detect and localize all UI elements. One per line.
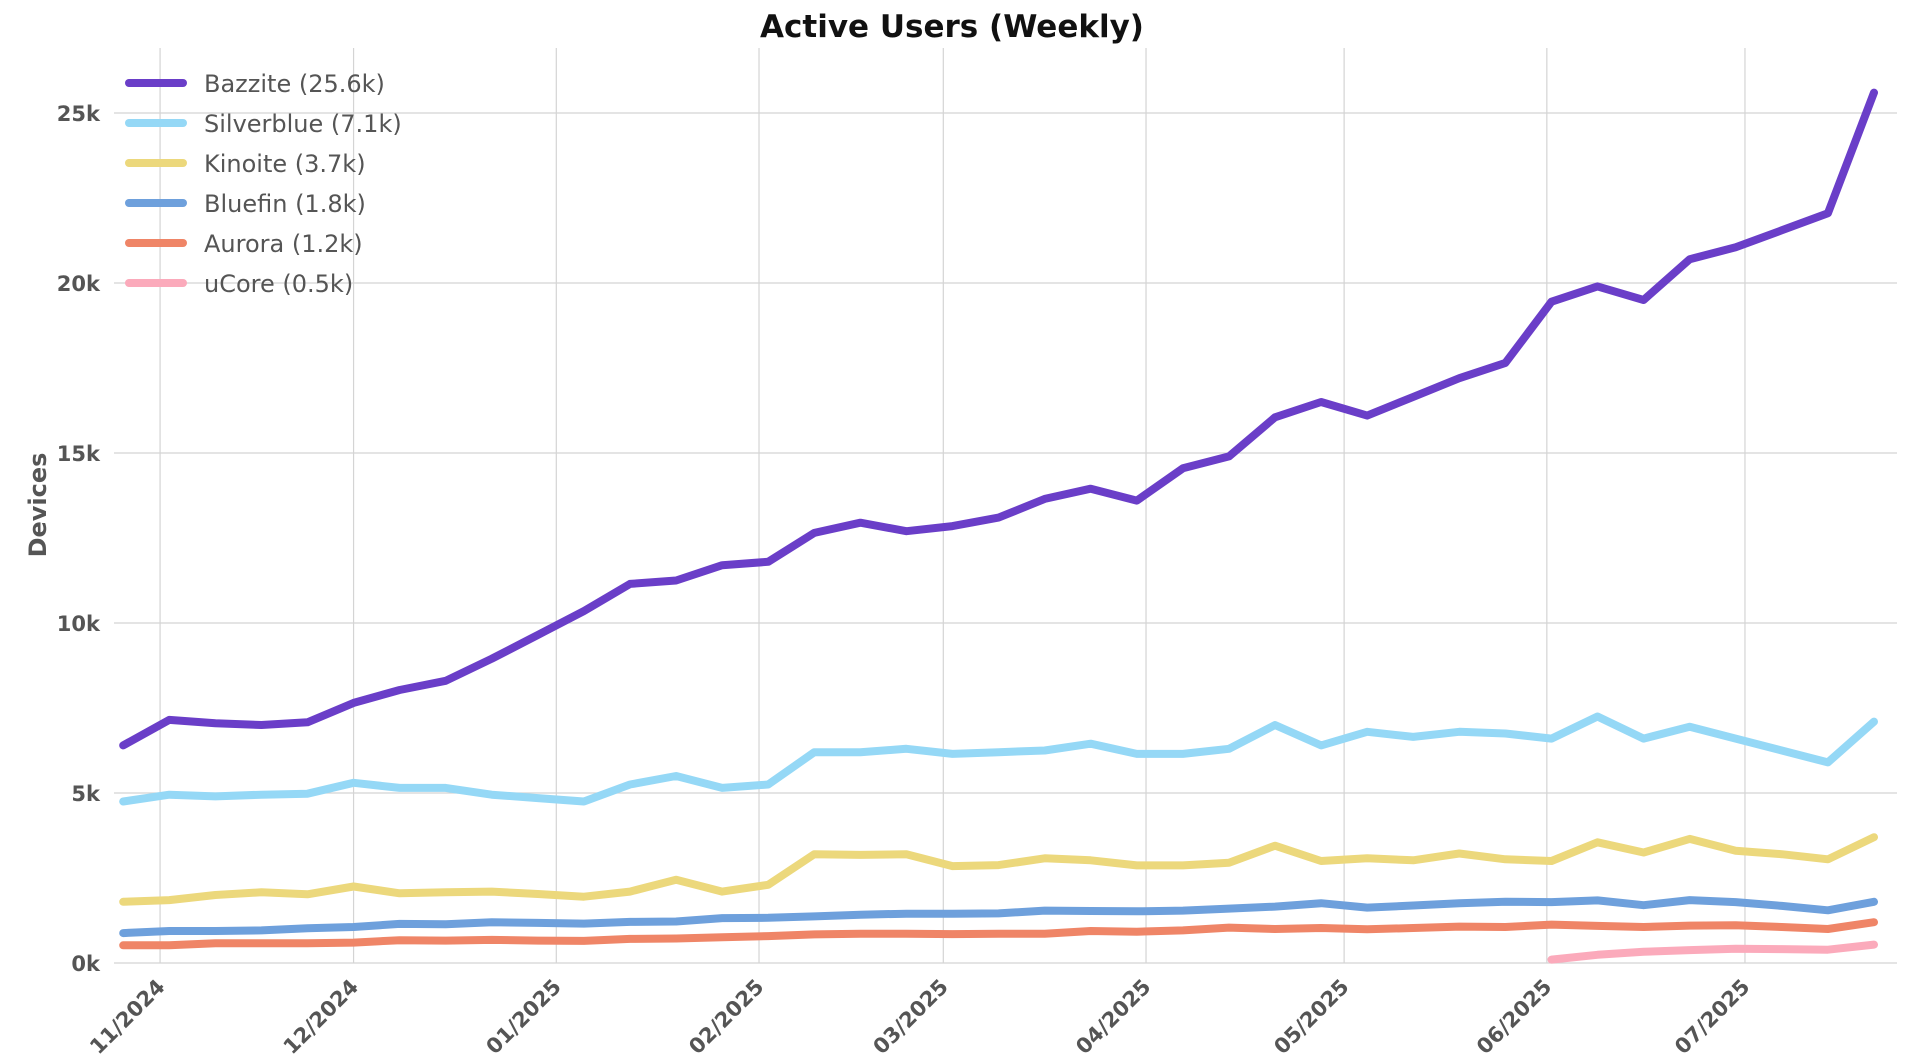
legend: Bazzite (25.6k) Silverblue (7.1k) Kinoite … xyxy=(125,70,402,298)
series-line-aurora xyxy=(119,918,1878,950)
x-axis-ticks: 11/2024 12/2024 01/2025 02/2025 03/2025 04/20… xyxy=(85,975,1754,1058)
y-axis-label: Devices xyxy=(24,453,52,558)
legend-label-kinoite: Kinoite (3.7k) xyxy=(204,150,366,178)
legend-label-bazzite: Bazzite (25.6k) xyxy=(204,70,385,98)
legend-label-silverblue: Silverblue (7.1k) xyxy=(204,110,402,138)
vertical-gridlines xyxy=(159,48,1746,963)
series-line-kinoite xyxy=(119,833,1878,906)
legend-label-aurora: Aurora (1.2k) xyxy=(204,230,363,258)
series-line-bluefin xyxy=(119,896,1878,938)
legend-label-ucore: uCore (0.5k) xyxy=(204,270,353,298)
x-tick-label: 06/2025 xyxy=(1472,975,1556,1058)
legend-label-bluefin: Bluefin (1.8k) xyxy=(204,190,366,218)
y-axis-ticks: 0k 5k 10k 15k 20k 25k xyxy=(57,102,101,976)
y-tick-label: 0k xyxy=(71,952,101,976)
x-tick-label: 07/2025 xyxy=(1670,975,1754,1058)
series-line-ucore xyxy=(1547,940,1878,964)
x-tick-label: 04/2025 xyxy=(1071,975,1155,1058)
x-tick-label: 11/2024 xyxy=(85,975,169,1058)
x-tick-label: 12/2024 xyxy=(279,975,363,1058)
x-tick-label: 02/2025 xyxy=(684,975,768,1058)
y-tick-label: 20k xyxy=(57,272,101,296)
series-lines xyxy=(119,88,1878,964)
y-tick-label: 5k xyxy=(71,782,101,806)
horizontal-gridlines xyxy=(114,112,1897,964)
x-tick-label: 01/2025 xyxy=(481,975,565,1058)
series-line-bazzite xyxy=(119,88,1878,750)
y-tick-label: 25k xyxy=(57,102,101,126)
chart-title: Active Users (Weekly) xyxy=(760,9,1144,45)
y-tick-label: 15k xyxy=(57,442,101,466)
x-tick-label: 05/2025 xyxy=(1269,975,1353,1058)
series-line-silverblue xyxy=(119,712,1878,806)
y-tick-label: 10k xyxy=(57,612,101,636)
x-tick-label: 03/2025 xyxy=(868,975,952,1058)
